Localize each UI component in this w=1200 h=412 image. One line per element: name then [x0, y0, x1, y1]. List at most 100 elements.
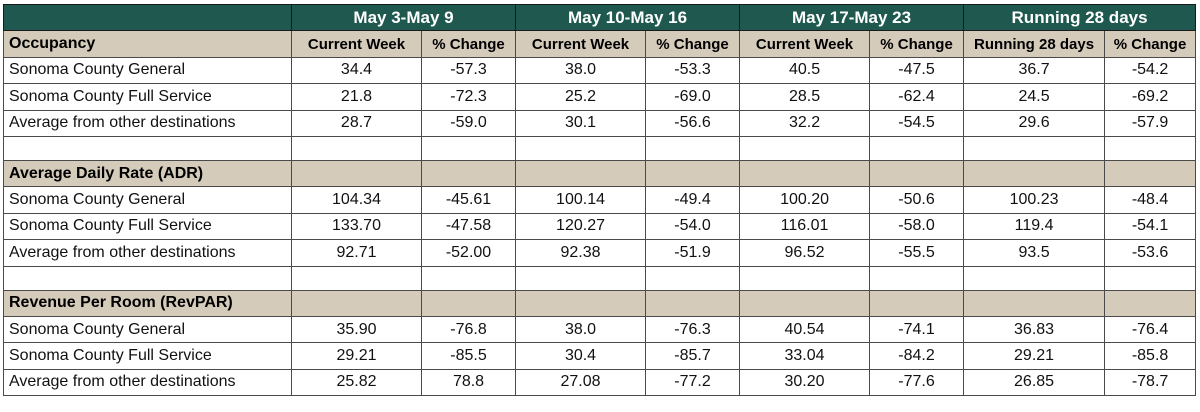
value-cell: 38.0 [515, 56, 647, 85]
table-body: Occupancy Current Week% Change Current Wee… [3, 30, 1197, 397]
table-row: Sonoma County General 35.90 -76.8 38.0 -76.3… [3, 315, 1197, 344]
column-header: Current Week [515, 30, 647, 58]
value-cell: 100.20 [739, 186, 871, 214]
spacer-cell [420, 265, 517, 291]
percent-change-cell: -54.0 [645, 212, 741, 241]
value-cell: 26.85 [963, 368, 1106, 397]
spacer-cell [645, 135, 741, 161]
spacer-cell [739, 265, 871, 291]
hotel-performance-table: May 3-May 9 May 10-May 16 May 17-May 23 … [3, 3, 1197, 397]
percent-change-cell: -54.5 [869, 109, 965, 137]
section-header-row: Revenue Per Room (RevPAR) [3, 289, 1197, 317]
spacer-cell [291, 135, 422, 161]
percent-change-cell: -84.2 [869, 342, 965, 370]
period-header: May 3-May 9 [290, 3, 517, 32]
value-cell: 29.21 [291, 342, 422, 370]
section-header-cell [963, 289, 1106, 317]
row-label: Sonoma County Full Service [3, 342, 292, 370]
value-cell: 25.2 [515, 83, 647, 111]
spacer-row [3, 265, 1197, 291]
spacer-cell [963, 135, 1106, 161]
section-header-cell [420, 289, 517, 317]
table-row: Sonoma County General 34.4 -57.3 38.0 -53.3 4… [3, 56, 1197, 85]
table-row: Sonoma County General 104.34 -45.61 100.14-… [3, 186, 1197, 214]
percent-change-cell: -45.61 [420, 186, 517, 214]
period-header-row: May 3-May 9 May 10-May 16 May 17-May 23 … [3, 3, 1197, 32]
section-header-cell [1104, 159, 1197, 188]
percent-change-cell: -50.6 [869, 186, 965, 214]
spacer-cell [515, 265, 647, 291]
value-cell: 40.5 [739, 56, 871, 85]
table-row: Sonoma County Full Service 29.21 -85.5 30.4… [3, 342, 1197, 370]
percent-change-cell: -48.4 [1104, 186, 1197, 214]
row-label: Sonoma County General [3, 315, 292, 344]
percent-change-cell: -52.00 [420, 239, 517, 267]
value-cell: 33.04 [739, 342, 871, 370]
row-label: Sonoma County General [3, 186, 292, 214]
section-header-cell [291, 159, 422, 188]
value-cell: 38.0 [515, 315, 647, 344]
value-cell: 28.7 [291, 109, 422, 137]
percent-change-cell: -85.5 [420, 342, 517, 370]
value-cell: 36.7 [963, 56, 1106, 85]
percent-change-cell: -76.4 [1104, 315, 1197, 344]
section-title: Occupancy [3, 30, 292, 58]
percent-change-cell: -85.8 [1104, 342, 1197, 370]
period-header-blank [3, 3, 292, 32]
row-label: Sonoma County Full Service [3, 83, 292, 111]
period-header: May 17-May 23 [739, 3, 965, 32]
percent-change-cell: -54.2 [1104, 56, 1197, 85]
value-cell: 92.71 [291, 239, 422, 267]
section-header-cell [963, 159, 1106, 188]
column-header: % Change [869, 30, 965, 58]
value-cell: 21.8 [291, 83, 422, 111]
spacer-cell [869, 135, 965, 161]
percent-change-cell: -69.2 [1104, 83, 1197, 111]
percent-change-cell: 78.8 [420, 368, 517, 397]
value-cell: 119.4 [963, 212, 1106, 241]
section-header-cell [869, 289, 965, 317]
percent-change-cell: -54.1 [1104, 212, 1197, 241]
value-cell: 93.5 [963, 239, 1106, 267]
percent-change-cell: -53.6 [1104, 239, 1197, 267]
percent-change-cell: -47.5 [869, 56, 965, 85]
section-header-cell [291, 289, 422, 317]
section-header-cell [1104, 289, 1197, 317]
section-header-cell [645, 159, 741, 188]
column-header: Current Week [291, 30, 422, 58]
percent-change-cell: -72.3 [420, 83, 517, 111]
value-cell: 27.08 [515, 368, 647, 397]
percent-change-cell: -53.3 [645, 56, 741, 85]
percent-change-cell: -77.2 [645, 368, 741, 397]
spacer-cell [1104, 135, 1197, 161]
percent-change-cell: -69.0 [645, 83, 741, 111]
section-header-cell [739, 159, 871, 188]
spacer-cell [291, 265, 422, 291]
percent-change-cell: -49.4 [645, 186, 741, 214]
spacer-cell [515, 135, 647, 161]
spacer-cell [420, 135, 517, 161]
value-cell: 24.5 [963, 83, 1106, 111]
value-cell: 104.34 [291, 186, 422, 214]
value-cell: 30.20 [739, 368, 871, 397]
percent-change-cell: -47.58 [420, 212, 517, 241]
section-header-cell [645, 289, 741, 317]
value-cell: 35.90 [291, 315, 422, 344]
value-cell: 30.4 [515, 342, 647, 370]
column-header: % Change [420, 30, 517, 58]
spacer-row [3, 135, 1197, 161]
table-row: Average from other destinations 25.82 78.8… [3, 368, 1197, 397]
period-header: Running 28 days [963, 3, 1197, 32]
section-title: Average Daily Rate (ADR) [3, 159, 292, 188]
value-cell: 116.01 [739, 212, 871, 241]
column-header: Current Week [739, 30, 871, 58]
value-cell: 120.27 [515, 212, 647, 241]
spacer-cell [869, 265, 965, 291]
section-header-row: Average Daily Rate (ADR) [3, 159, 1197, 188]
spacer-cell [739, 135, 871, 161]
value-cell: 29.21 [963, 342, 1106, 370]
percent-change-cell: -56.6 [645, 109, 741, 137]
spacer-cell [645, 265, 741, 291]
value-cell: 100.14 [515, 186, 647, 214]
table-row: Sonoma County Full Service 133.70 -47.58 12… [3, 212, 1197, 241]
